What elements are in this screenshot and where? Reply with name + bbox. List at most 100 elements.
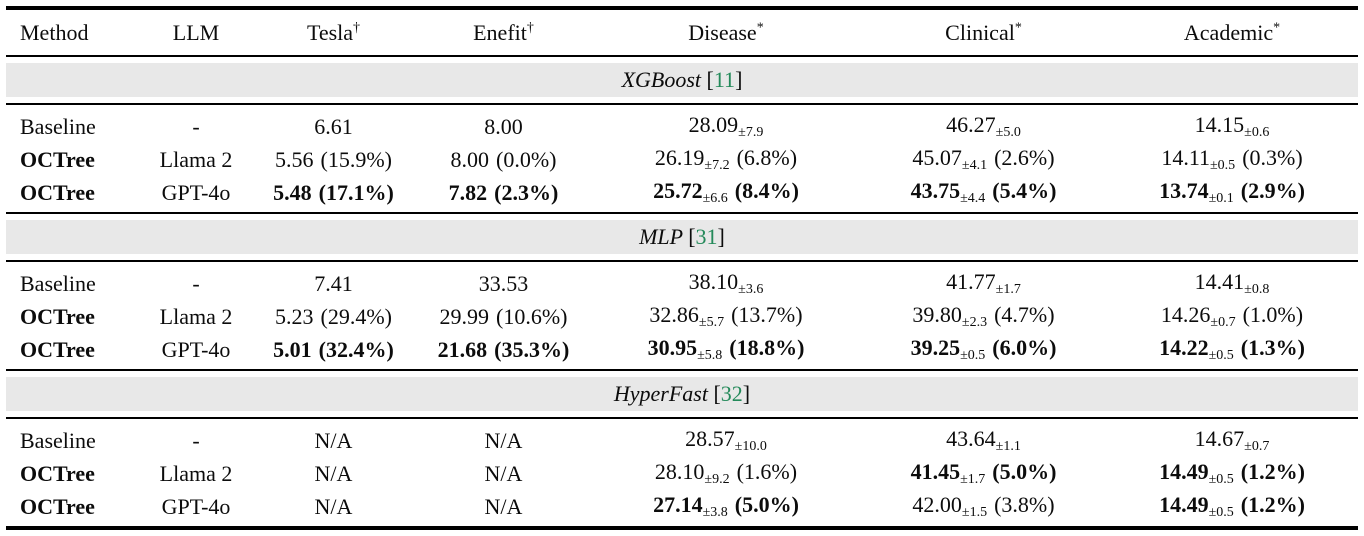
section-band-cell: MLP [31] (6, 212, 1358, 262)
col-header-label: Academic (1183, 19, 1274, 45)
section-band-row: XGBoost [11] (6, 55, 1358, 105)
value-main: 14.67 (1194, 426, 1245, 451)
cell-academic: 13.74±0.1 (2.9%) (1106, 177, 1358, 214)
value-main: 7.41 (314, 270, 353, 296)
citation-number[interactable]: 31 (695, 224, 718, 249)
value-main: 41.45 (910, 459, 961, 484)
value-improvement: (15.9%) (320, 146, 392, 172)
value-main: 5.23 (275, 303, 314, 329)
value-main: 21.68 (437, 336, 488, 362)
cell-academic: 14.11±0.5 (0.3%) (1106, 142, 1358, 177)
value-improvement: (2.3%) (494, 179, 559, 205)
value-improvement: (17.1%) (318, 179, 394, 205)
cell-clinical: 41.45±1.7 (5.0%) (861, 456, 1106, 491)
cell-tesla: 5.01 (32.4%) (251, 334, 416, 371)
citation-bracket-close: ] (717, 224, 725, 249)
cell-method: OCTree (20, 146, 95, 172)
value-improvement: (6.0%) (992, 335, 1057, 360)
value-std: ±4.4 (960, 191, 986, 206)
cell-enefit: 8.00 (416, 104, 591, 142)
value-main: 28.09 (688, 112, 739, 137)
cell-clinical: 43.64±1.1 (861, 418, 1106, 456)
value-improvement: (13.7%) (731, 302, 803, 327)
value-std: ±5.0 (995, 125, 1021, 140)
value-main: 13.74 (1159, 178, 1209, 203)
cell-tesla: N/A (251, 491, 416, 529)
value-main: 5.56 (275, 146, 314, 172)
citation-link[interactable]: [31] (688, 224, 725, 249)
results-table: Method LLM Tesla† Enefit† Disease* Clini… (6, 6, 1358, 530)
section-title: HyperFast (613, 381, 714, 406)
value-main: 43.64 (946, 426, 996, 451)
value-main: 27.14 (653, 492, 703, 517)
cell-tesla: 5.56 (15.9%) (251, 142, 416, 177)
value-main: N/A (484, 427, 523, 453)
cell-enefit: N/A (416, 418, 591, 456)
value-std: ±0.1 (1208, 191, 1234, 206)
table-row: OCTree GPT-4o N/A N/A 27.14±3.8 (5.0%) 42.00±1… (6, 491, 1358, 529)
cell-enefit: N/A (416, 456, 591, 491)
cell-tesla: N/A (251, 418, 416, 456)
citation-link[interactable]: [32] (713, 381, 750, 406)
cell-academic: 14.26±0.7 (1.0%) (1106, 299, 1358, 334)
value-main: 14.15 (1194, 112, 1245, 137)
citation-bracket-close: ] (742, 381, 751, 406)
cell-tesla: 5.23 (29.4%) (251, 299, 416, 334)
value-std: ±3.6 (738, 282, 764, 297)
value-main: 46.27 (946, 112, 996, 137)
citation-bracket-open: [ (713, 381, 721, 406)
value-main: 25.72 (653, 178, 703, 203)
value-main: 14.11 (1161, 145, 1210, 170)
value-std: ±0.7 (1244, 439, 1270, 454)
value-main: 28.57 (685, 426, 735, 451)
section-band-row: MLP [31] (6, 212, 1358, 262)
cell-disease: 28.09±7.9 (591, 104, 861, 142)
value-main: N/A (484, 493, 523, 519)
value-main: N/A (484, 460, 523, 486)
value-main: 33.53 (478, 270, 529, 296)
table-row: OCTree Llama 2 N/A N/A 28.10±9.2 (1.6%) 41.45±… (6, 456, 1358, 491)
cell-enefit: 21.68 (35.3%) (416, 334, 591, 371)
value-main: 5.01 (273, 336, 312, 362)
citation-link[interactable]: [11] (707, 67, 743, 92)
cell-disease: 32.86±5.7 (13.7%) (591, 299, 861, 334)
cell-llm: Llama 2 (159, 146, 233, 172)
citation-number[interactable]: 11 (713, 67, 736, 92)
citation-bracket-close: ] (735, 67, 743, 92)
cell-academic: 14.41±0.8 (1106, 261, 1358, 299)
value-main: 39.80 (912, 302, 962, 327)
cell-disease: 25.72±6.6 (8.4%) (591, 177, 861, 214)
cell-academic: 14.67±0.7 (1106, 418, 1358, 456)
col-header-academic: Academic* (1106, 8, 1358, 57)
cell-tesla: 6.61 (251, 104, 416, 142)
value-main: 45.07 (912, 145, 962, 170)
value-improvement: (1.3%) (1240, 335, 1305, 360)
value-main: 8.00 (484, 113, 523, 139)
header-row: Method LLM Tesla† Enefit† Disease* Clini… (6, 8, 1358, 57)
cell-disease: 27.14±3.8 (5.0%) (591, 491, 861, 529)
cell-llm: Llama 2 (159, 460, 233, 486)
cell-llm: GPT-4o (141, 491, 251, 529)
citation-bracket-open: [ (706, 67, 714, 92)
value-std: ±0.5 (960, 348, 986, 363)
cell-academic: 14.49±0.5 (1.2%) (1106, 491, 1358, 529)
value-std: ±0.7 (1210, 315, 1236, 330)
col-header-label: Enefit (473, 19, 527, 45)
asterisk-marker: * (1014, 20, 1022, 36)
col-header-llm: LLM (141, 8, 251, 57)
citation-number[interactable]: 32 (720, 381, 743, 406)
value-main: 6.61 (314, 113, 353, 139)
value-improvement: (2.6%) (994, 145, 1055, 170)
value-main: 14.26 (1160, 302, 1211, 327)
table-row: Baseline -6.61 8.00 28.09±7.9 46.27±5.0 14.15… (6, 104, 1358, 142)
cell-clinical: 43.75±4.4 (5.4%) (861, 177, 1106, 214)
cell-llm: Llama 2 (159, 303, 233, 329)
value-improvement: (0.0%) (496, 146, 557, 172)
value-main: 32.86 (649, 302, 699, 327)
dagger-marker: † (353, 20, 361, 36)
cell-clinical: 39.80±2.3 (4.7%) (861, 299, 1106, 334)
table-row: OCTree Llama 2 5.56 (15.9%) 8.00 (0.0%) 26.19±… (6, 142, 1358, 177)
value-std: ±1.7 (995, 282, 1021, 297)
value-std: ±5.7 (698, 315, 725, 330)
value-improvement: (2.9%) (1240, 178, 1305, 203)
